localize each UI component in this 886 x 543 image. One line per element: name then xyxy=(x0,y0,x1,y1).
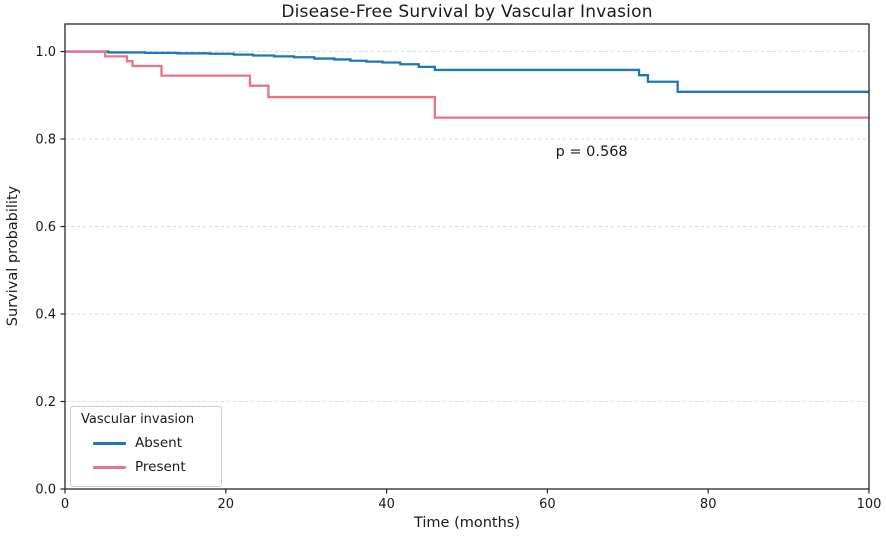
x-tick-label-40: 40 xyxy=(378,497,395,512)
legend-item-absent: Absent xyxy=(81,431,211,455)
y-axis-label: Survival probability xyxy=(5,185,21,327)
y-tick-label-1.0: 1.0 xyxy=(35,45,56,60)
y-tick-label-0.0: 0.0 xyxy=(35,483,56,498)
legend-item-absent-label: Absent xyxy=(135,435,182,451)
x-axis-label: Time (months) xyxy=(413,515,521,531)
absent-line-swatch xyxy=(93,441,126,445)
legend-title: Vascular invasion xyxy=(81,412,195,427)
y-tick-label-0.8: 0.8 xyxy=(35,133,56,148)
x-tick-label-0: 0 xyxy=(61,497,69,512)
x-tick-label-100: 100 xyxy=(857,497,882,512)
legend-item-present: Present xyxy=(81,455,211,479)
p-value-annotation: p = 0.568 xyxy=(555,144,628,161)
legend: Vascular invasion Absent Present xyxy=(70,406,222,487)
x-tick-label-20: 20 xyxy=(218,497,235,512)
y-tick-label-0.6: 0.6 xyxy=(35,220,56,235)
chart-title: Disease-Free Survival by Vascular Invasi… xyxy=(281,2,653,22)
survival-curve-absent xyxy=(65,50,869,93)
axes-spines xyxy=(64,23,870,490)
survival-curve-present xyxy=(65,50,869,119)
legend-item-present-label: Present xyxy=(135,459,186,475)
x-tick-label-80: 80 xyxy=(700,497,717,512)
y-tick-label-0.4: 0.4 xyxy=(35,308,56,323)
x-tick-label-60: 60 xyxy=(539,497,556,512)
present-line-swatch xyxy=(93,465,126,469)
y-tick-label-0.2: 0.2 xyxy=(35,395,56,410)
